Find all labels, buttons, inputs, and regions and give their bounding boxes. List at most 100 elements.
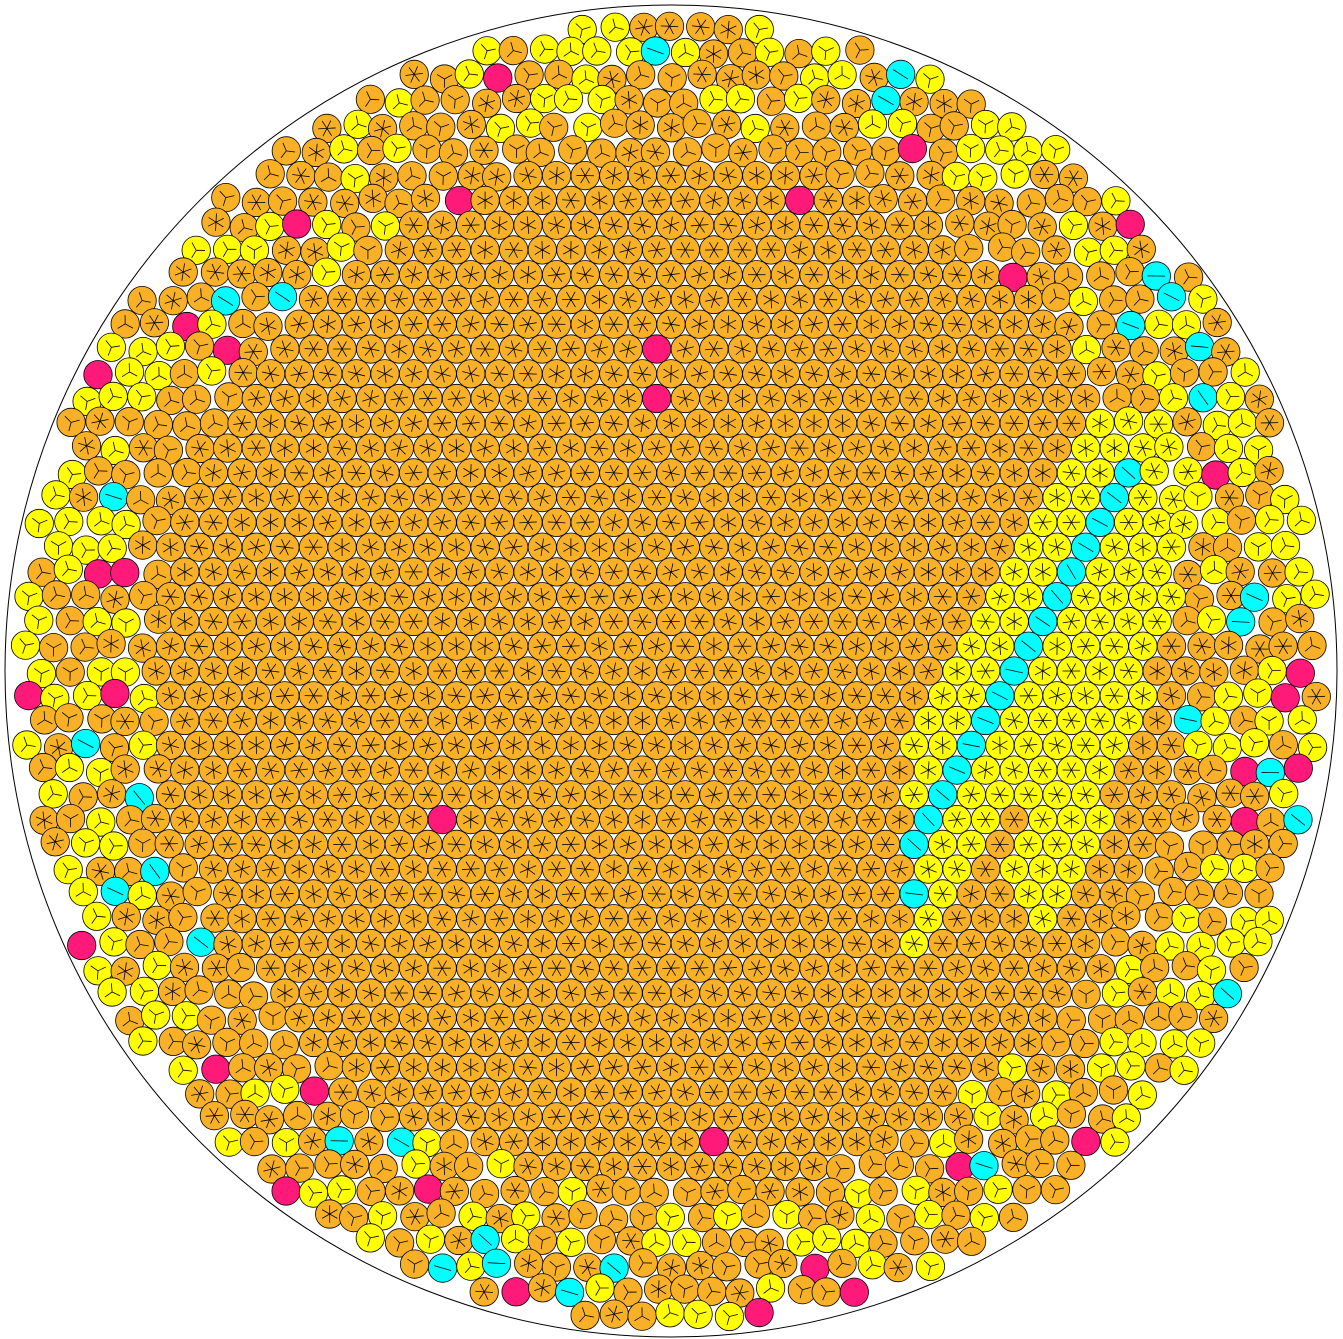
bond-y-icon <box>777 68 793 85</box>
defect-disk <box>839 1277 869 1307</box>
bond-star-icon <box>936 94 953 113</box>
bond-y-icon <box>976 171 992 187</box>
bond-y-icon <box>767 141 782 158</box>
bond-star-icon <box>693 66 711 83</box>
bond-bar-icon <box>893 69 909 80</box>
bond-y-icon <box>594 144 611 159</box>
bond-star-icon <box>620 91 638 109</box>
bond-star-icon <box>691 18 710 36</box>
bond-star-icon <box>478 94 496 112</box>
bond-y-icon <box>551 65 568 80</box>
bond-star-icon <box>805 167 823 184</box>
bond-y-icon <box>523 67 538 84</box>
bond-star-icon <box>507 89 526 108</box>
bond-star-icon <box>603 70 621 89</box>
bond-star-icon <box>635 18 653 36</box>
bond-y-icon <box>851 144 867 160</box>
bond-y-icon <box>320 168 337 183</box>
bond-y-icon <box>680 143 696 158</box>
bond-y-icon <box>808 69 824 85</box>
bond-star-icon <box>663 119 680 137</box>
bond-y-icon <box>480 43 496 60</box>
bond-y-icon <box>678 43 694 58</box>
bond-y-icon <box>634 66 650 82</box>
bond-star-icon <box>705 45 722 63</box>
bond-y-icon <box>795 144 809 161</box>
bond-star-icon <box>721 70 740 88</box>
defect-disk <box>1071 1126 1101 1157</box>
bond-y-icon <box>625 44 640 61</box>
bond-y-icon <box>834 167 849 183</box>
bond-y-icon <box>708 143 724 157</box>
bond-y-icon <box>977 119 994 134</box>
defect-disk <box>744 1298 774 1328</box>
bond-star-icon <box>865 68 883 86</box>
bond-star-icon <box>576 167 595 184</box>
defect-disk <box>897 134 928 164</box>
bond-y-icon <box>391 141 406 157</box>
bond-y-icon <box>1048 143 1065 159</box>
bond-y-icon <box>923 73 939 88</box>
bond-y-icon <box>533 143 549 159</box>
bond-y-icon <box>419 143 436 158</box>
bond-y-icon <box>948 119 963 135</box>
bond-y-icon <box>664 72 681 87</box>
defect-disk <box>282 209 312 239</box>
defect-disk <box>444 186 475 216</box>
bond-y-icon <box>494 121 510 137</box>
bond-y-icon <box>1020 141 1037 157</box>
bond-star-icon <box>646 143 665 161</box>
bond-y-icon <box>578 70 595 85</box>
defect-disk <box>1285 658 1315 688</box>
bond-star-icon <box>777 166 794 185</box>
bond-y-icon <box>525 115 540 132</box>
bond-y-icon <box>351 115 367 131</box>
bond-star-icon <box>891 167 909 185</box>
defect-disk <box>299 1076 329 1106</box>
defect-disk <box>501 1277 531 1307</box>
bond-star-icon <box>632 116 649 134</box>
bond-y-icon <box>820 145 836 161</box>
bond-y-icon <box>563 42 580 57</box>
bond-y-icon <box>924 122 940 137</box>
bond-y-icon <box>763 45 779 61</box>
bond-y-icon <box>994 141 1009 158</box>
bond-y-icon <box>537 93 553 108</box>
bond-y-icon <box>263 165 279 181</box>
bond-y-icon <box>766 93 781 110</box>
bond-star-icon <box>848 94 865 113</box>
bond-bar-icon <box>878 95 894 106</box>
bond-star-icon <box>405 66 423 83</box>
bond-star-icon <box>633 166 651 185</box>
defect-disk <box>483 63 513 93</box>
bond-star-icon <box>488 168 506 186</box>
bond-y-icon <box>446 144 463 160</box>
bond-y-icon <box>280 142 296 159</box>
bond-y-icon <box>506 42 522 58</box>
bond-star-icon <box>720 20 737 39</box>
bond-star-icon <box>462 115 480 134</box>
bond-y-icon <box>792 44 808 60</box>
bond-star-icon <box>374 119 392 138</box>
bond-y-icon <box>436 74 453 88</box>
bond-star-icon <box>905 92 923 111</box>
bond-y-icon <box>963 98 980 113</box>
bond-y-icon <box>539 41 554 57</box>
bond-y-icon <box>575 23 591 39</box>
bond-y-icon <box>580 121 597 137</box>
bond-y-icon <box>854 42 869 59</box>
bond-y-icon <box>435 171 452 185</box>
bond-y-icon <box>963 143 979 158</box>
bond-star-icon <box>776 119 794 136</box>
defect-disk <box>1283 753 1313 783</box>
bond-y-icon <box>509 144 525 158</box>
defect-disk <box>201 1054 231 1084</box>
bond-y-icon <box>879 145 895 161</box>
bond-star-icon <box>734 144 752 161</box>
bond-y-icon <box>392 94 408 110</box>
bond-y-icon <box>365 91 380 107</box>
bond-star-icon <box>375 169 392 187</box>
bond-y-icon <box>563 90 578 107</box>
